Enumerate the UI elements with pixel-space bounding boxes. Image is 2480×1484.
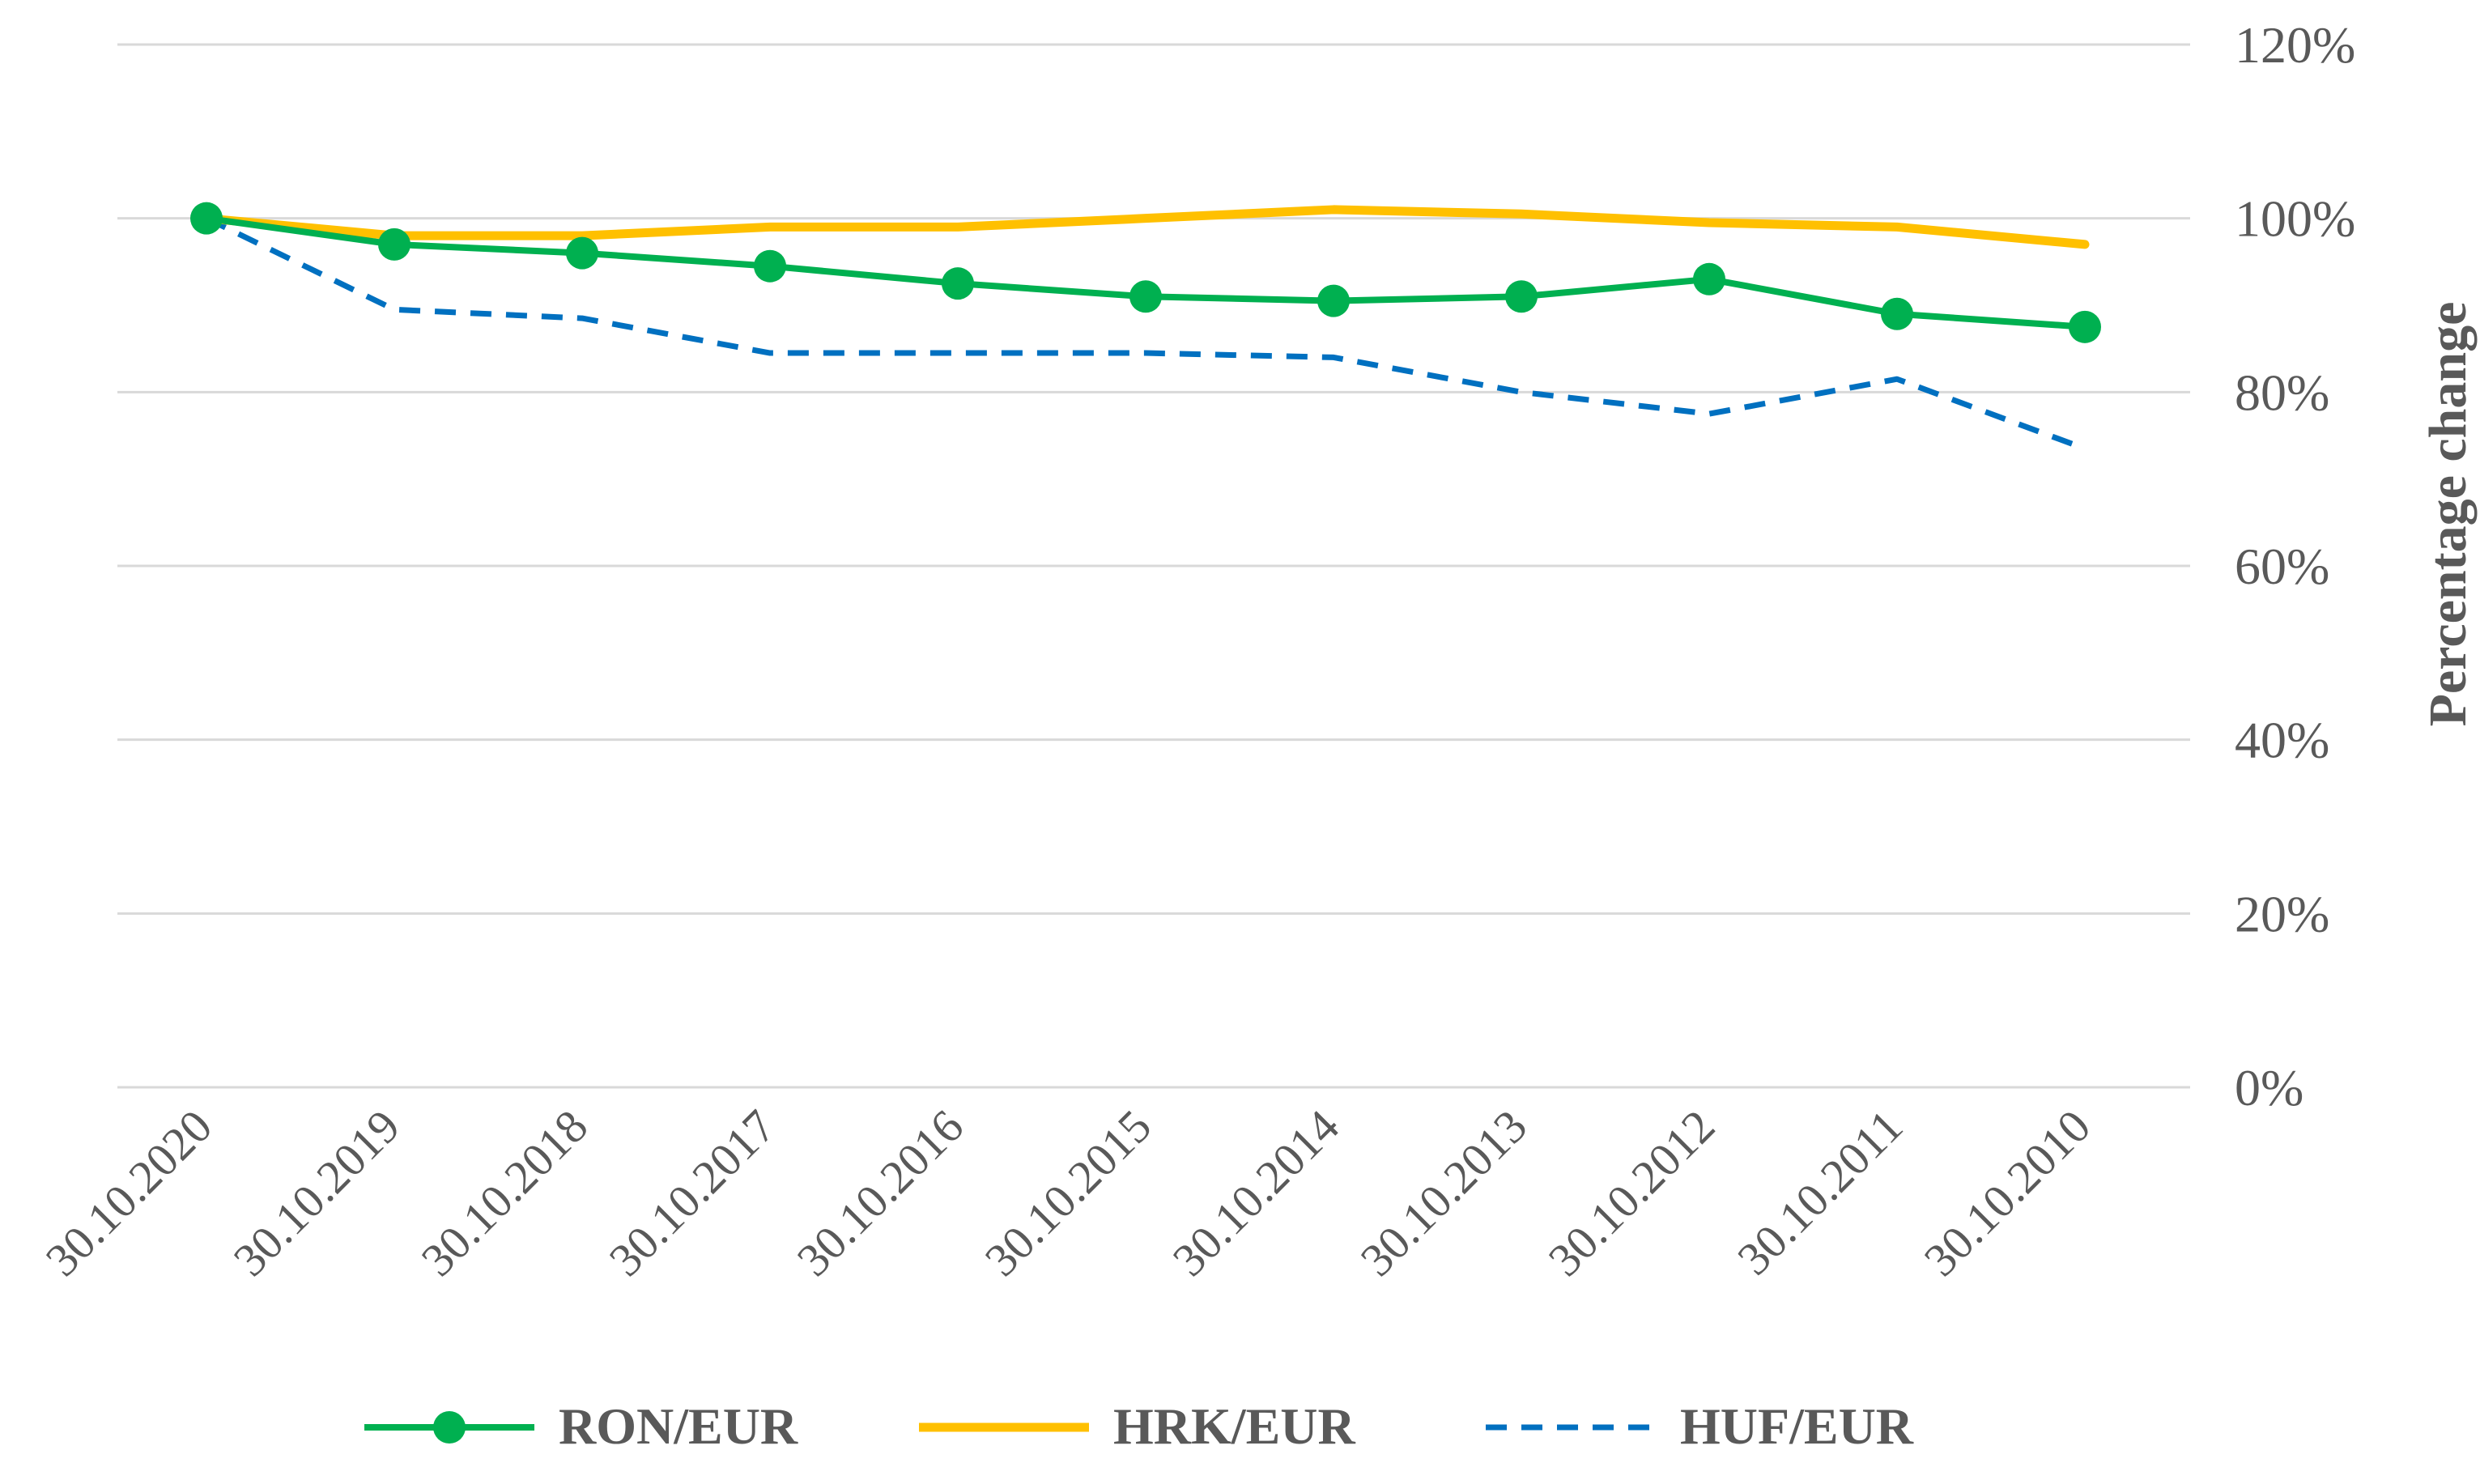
x-tick-label: 30.10.2013: [1351, 1099, 1538, 1286]
data-point: [1881, 297, 1913, 330]
x-tick-label: 30.10.2016: [787, 1099, 974, 1286]
data-point: [566, 236, 598, 270]
data-point: [1505, 280, 1538, 313]
data-point: [1129, 280, 1162, 313]
x-tick-label: 30.10.2018: [411, 1099, 598, 1286]
y-tick-label: 60%: [2235, 538, 2329, 595]
y-tick-label: 0%: [2235, 1059, 2303, 1116]
legend-label: HUF/EUR: [1680, 1397, 1914, 1455]
x-tick-label: 30.10.2017: [599, 1099, 786, 1286]
legend-label: HRK/EUR: [1113, 1397, 1355, 1455]
x-tick-label: 30.10.2020: [36, 1099, 223, 1286]
x-tick-label: 30.10.2019: [223, 1099, 410, 1286]
legend: RON/EUR HRK/EUR HUF/EUR: [364, 1397, 1914, 1455]
data-point: [1693, 262, 1725, 296]
y-tick-label: 20%: [2235, 885, 2329, 942]
series-lines: [190, 202, 2101, 452]
y-axis-ticks: 0% 20% 40% 60% 80% 100% 120%: [2235, 16, 2355, 1116]
legend-marker: [433, 1411, 466, 1444]
legend-item: RON/EUR: [364, 1397, 798, 1455]
series-line-huf-eur: [205, 215, 2087, 452]
y-tick-label: 80%: [2235, 364, 2329, 421]
gridlines: [117, 43, 2190, 1089]
data-point: [942, 267, 974, 300]
data-point: [378, 227, 410, 261]
x-tick-label: 30.10.2012: [1538, 1099, 1725, 1286]
series-line-hrk-eur: [202, 205, 2090, 249]
y-tick-label: 40%: [2235, 712, 2329, 769]
y-tick-label: 120%: [2235, 16, 2355, 74]
data-point: [2069, 310, 2101, 343]
y-tick-label: 100%: [2235, 190, 2355, 248]
data-point: [754, 249, 786, 283]
x-tick-label: 30.10.2011: [1727, 1099, 1912, 1285]
x-tick-label: 30.10.2010: [1914, 1099, 2101, 1286]
legend-item: HUF/EUR: [1486, 1397, 1914, 1455]
data-point: [1317, 284, 1350, 317]
x-axis-ticks: 30.10.2020 30.10.2019 30.10.2018 30.10.2017…: [36, 1099, 2101, 1286]
data-point: [190, 202, 223, 235]
legend-label: RON/EUR: [559, 1397, 798, 1455]
x-tick-label: 30.10.2014: [1163, 1099, 1350, 1286]
x-tick-label: 30.10.2015: [975, 1099, 1162, 1286]
legend-item: HRK/EUR: [919, 1397, 1355, 1455]
y-axis-title: Percentage change: [2418, 302, 2478, 727]
